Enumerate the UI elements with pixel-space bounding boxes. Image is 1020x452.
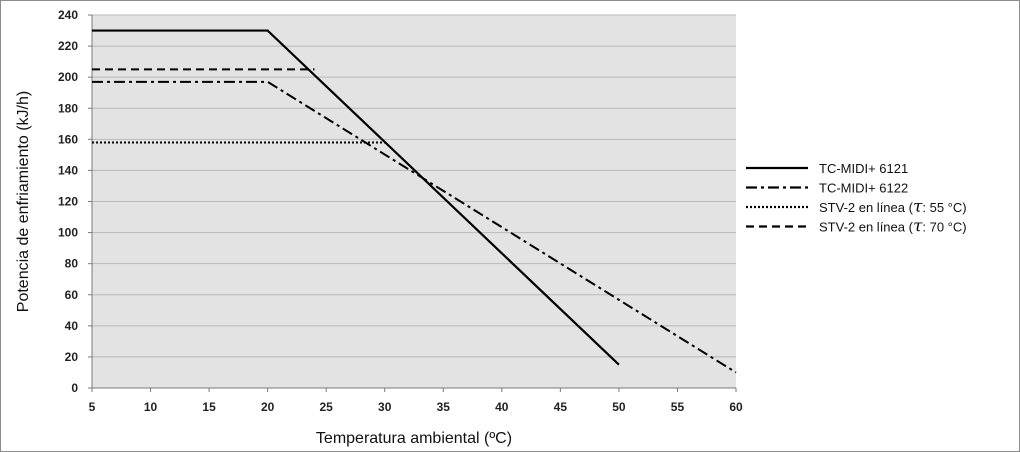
y-tick-label: 140 bbox=[58, 163, 78, 177]
y-tick-label: 80 bbox=[65, 257, 79, 271]
x-tick-labels: 5 10 15 20 25 30 35 40 45 50 55 60 bbox=[89, 400, 743, 414]
x-tick-label: 50 bbox=[612, 400, 626, 414]
legend-label-3: STV-2 en línea (τ: 55 °C) bbox=[819, 197, 967, 217]
legend-label-text: STV-2 en línea ( bbox=[819, 220, 914, 235]
series-line-1 bbox=[92, 29, 620, 366]
legend-label-2: TC-MIDI+ 6122 bbox=[819, 181, 908, 196]
series-lines bbox=[92, 29, 737, 374]
x-tick-label: 60 bbox=[729, 400, 743, 414]
y-tick-label: 0 bbox=[71, 381, 78, 395]
legend-label-text: : 55 °C) bbox=[922, 200, 966, 215]
x-tick-label: 45 bbox=[554, 400, 568, 414]
tau-symbol: τ bbox=[913, 217, 923, 237]
x-tick-label: 55 bbox=[671, 400, 685, 414]
series-line-2 bbox=[92, 80, 737, 374]
x-tick-label: 30 bbox=[378, 400, 392, 414]
x-tick-label: 35 bbox=[437, 400, 451, 414]
x-tick-label: 25 bbox=[320, 400, 334, 414]
x-tick-label: 40 bbox=[495, 400, 509, 414]
y-tick-label: 220 bbox=[58, 39, 78, 53]
y-tick-label: 180 bbox=[58, 101, 78, 115]
legend-label-text: TC-MIDI+ 6121 bbox=[819, 161, 908, 176]
legend-label-text: : 70 °C) bbox=[922, 220, 966, 235]
axes bbox=[88, 14, 737, 392]
y-tick-label: 20 bbox=[65, 350, 79, 364]
x-tick-label: 10 bbox=[144, 400, 158, 414]
y-tick-label: 120 bbox=[58, 195, 78, 209]
y-tick-label: 160 bbox=[58, 132, 78, 146]
y-tick-label: 100 bbox=[58, 226, 78, 240]
y-tick-label: 200 bbox=[58, 70, 78, 84]
x-tick-label: 5 bbox=[89, 400, 96, 414]
x-tick-label: 15 bbox=[202, 400, 216, 414]
x-axis-label: Temperatura ambiental (ºC) bbox=[316, 430, 512, 447]
y-tick-label: 240 bbox=[58, 8, 78, 22]
legend-label-text: TC-MIDI+ 6122 bbox=[819, 181, 908, 196]
legend-label-4: STV-2 en línea (τ: 70 °C) bbox=[819, 217, 967, 237]
legend-label-text: STV-2 en línea ( bbox=[819, 200, 914, 215]
y-tick-label: 60 bbox=[65, 288, 79, 302]
x-tick-label: 20 bbox=[261, 400, 275, 414]
y-tick-labels: 0 20 40 60 80 100 120 140 160 180 200 220 240 bbox=[58, 8, 78, 395]
tau-symbol: τ bbox=[913, 197, 923, 217]
y-axis-label: Potencia de enfriamiento (kJ/h) bbox=[15, 91, 32, 312]
legend-label-1: TC-MIDI+ 6121 bbox=[819, 161, 908, 176]
y-tick-label: 40 bbox=[65, 319, 79, 333]
